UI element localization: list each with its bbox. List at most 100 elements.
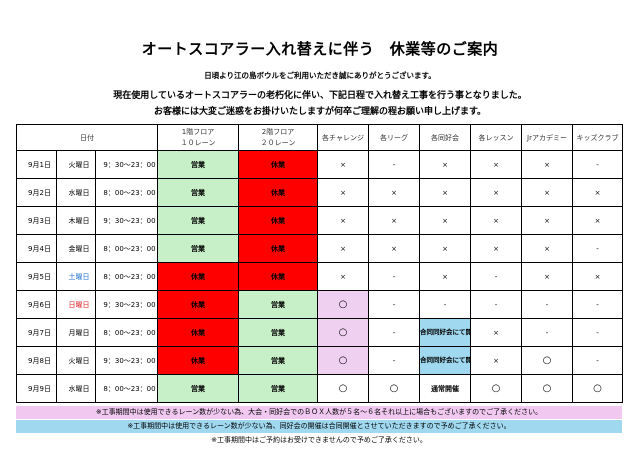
cell-challenge: × — [317, 206, 369, 235]
cell-academy: × — [521, 150, 573, 179]
cell-hours: 9：30～23：00 — [95, 290, 158, 319]
cell-league: - — [368, 318, 420, 347]
cell-kids: - — [572, 234, 623, 263]
cell-league: - — [368, 150, 420, 179]
cell-league: × — [368, 206, 420, 235]
cell-hours: 8：00～23：00 — [95, 178, 158, 207]
cell-date: 9月3日 — [16, 206, 57, 235]
cell-club: 通常開催 — [419, 374, 471, 403]
cell-hours: 8：00～23：00 — [95, 234, 158, 263]
cell-club: × — [419, 206, 471, 235]
cell-day: 火曜日 — [56, 346, 96, 375]
cell-floor2-status: 休業 — [238, 262, 318, 291]
table-row: 9月5日 土曜日 8：00～23：00 休業 休業 × - × - × × — [16, 262, 623, 291]
cell-lesson: - — [470, 290, 522, 319]
cell-lesson: ○ — [470, 374, 522, 403]
cell-lesson: × — [470, 150, 522, 179]
cell-kids: - — [572, 290, 623, 319]
cell-floor1-status: 休業 — [157, 262, 239, 291]
table-row: 9月3日 木曜日 9：30～23：00 営業 休業 × × × × × × — [16, 206, 623, 235]
cell-challenge: × — [317, 262, 369, 291]
cell-lesson: × — [470, 178, 522, 207]
cell-floor2-status: 休業 — [238, 178, 318, 207]
table-row: 9月8日 火曜日 9：30～23：00 休業 営業 ○ - 合同同好会にて開催 … — [16, 346, 623, 375]
cell-hours: 9：30～23：00 — [95, 206, 158, 235]
cell-lesson: × — [470, 234, 522, 263]
cell-date: 9月8日 — [16, 346, 57, 375]
cell-academy: × — [521, 206, 573, 235]
cell-date: 9月6日 — [16, 290, 57, 319]
cell-day: 水曜日 — [56, 374, 96, 403]
cell-floor1-status: 営業 — [157, 374, 239, 403]
cell-kids: - — [572, 150, 623, 179]
page-title: オートスコアラー入れ替えに伴う 休業等のご案内 — [141, 40, 499, 58]
cell-kids: ○ — [572, 374, 623, 403]
cell-floor1-status: 休業 — [157, 346, 239, 375]
cell-hours: 9：30～23：00 — [95, 150, 158, 179]
cell-academy: × — [521, 234, 573, 263]
cell-kids: - — [572, 346, 623, 375]
cell-floor2-status: 休業 — [238, 234, 318, 263]
cell-lesson: - — [470, 262, 522, 291]
cell-club: × — [419, 262, 471, 291]
cell-floor2-status: 休業 — [238, 206, 318, 235]
table-row: 9月6日 日曜日 9：30～23：00 休業 営業 ○ - - - - - — [16, 290, 623, 319]
header-floor2-lanes: ２０レーン — [260, 138, 296, 147]
cell-challenge: ○ — [317, 346, 369, 375]
cell-floor1-status: 休業 — [157, 290, 239, 319]
cell-floor1-status: 休業 — [157, 318, 239, 347]
header-floor2-name: 2階フロア — [261, 127, 295, 136]
cell-league: ○ — [368, 374, 420, 403]
cell-academy: - — [521, 290, 573, 319]
header-academy: Jrアカデミー — [521, 124, 573, 151]
cell-day: 月曜日 — [56, 318, 96, 347]
cell-league: × — [368, 178, 420, 207]
cell-day: 土曜日 — [56, 262, 96, 291]
cell-academy: - — [521, 318, 573, 347]
cell-academy: ○ — [521, 374, 573, 403]
cell-floor2-status: 営業 — [238, 374, 318, 403]
cell-floor2-status: 営業 — [238, 290, 318, 319]
cell-club: × — [419, 150, 471, 179]
message-line-2: お客様には大変ご迷惑をお掛けいたしますが何卒ご理解の程お願い申し上げます。 — [153, 107, 487, 117]
cell-date: 9月2日 — [16, 178, 57, 207]
note-box-count: ※工事期間中は使用できるレーン数が少ない為、大会・同好会でのＢＯＸ人数が５名～６… — [16, 406, 622, 419]
table-row: 9月2日 水曜日 8：00～23：00 営業 休業 × × × × × × — [16, 178, 623, 207]
cell-club: × — [419, 178, 471, 207]
cell-league: - — [368, 290, 420, 319]
cell-floor1-status: 営業 — [157, 178, 239, 207]
header-league: 各リーグ — [368, 124, 420, 151]
header-floor1-name: 1階フロア — [181, 127, 215, 136]
cell-floor1-status: 営業 — [157, 234, 239, 263]
cell-day: 金曜日 — [56, 234, 96, 263]
cell-academy: × — [521, 178, 573, 207]
message-line-1: 現在使用しているオートスコアラーの老朽化に伴い、下記日程で入れ替え工事を行う事と… — [113, 91, 527, 101]
cell-hours: 9：30～23：00 — [95, 346, 158, 375]
cell-floor1-status: 営業 — [157, 150, 239, 179]
table-header-row: 日付 1階フロア １０レーン 2階フロア ２０レーン 各チャレンジ 各リーグ 各… — [16, 124, 623, 151]
cell-date: 9月9日 — [16, 374, 57, 403]
cell-day: 火曜日 — [56, 150, 96, 179]
note-joint-club: ※工事期間中は使用できるレーン数が少ない為、同好会の開催は合同開催とさせていただ… — [16, 420, 622, 433]
cell-floor1-status: 営業 — [157, 206, 239, 235]
cell-date: 9月7日 — [16, 318, 57, 347]
cell-date: 9月5日 — [16, 262, 57, 291]
cell-day: 水曜日 — [56, 178, 96, 207]
cell-club: 合同同好会にて開催 — [419, 318, 471, 347]
cell-kids: × — [572, 262, 623, 291]
table-row: 9月4日 金曜日 8：00～23：00 営業 休業 × × × × × - — [16, 234, 623, 263]
cell-academy: × — [521, 262, 573, 291]
cell-challenge: ○ — [317, 290, 369, 319]
cell-league: × — [368, 234, 420, 263]
cell-club: 合同同好会にて開催 — [419, 346, 471, 375]
header-floor1-lanes: １０レーン — [180, 138, 216, 147]
cell-challenge: ○ — [317, 374, 369, 403]
cell-challenge: × — [317, 178, 369, 207]
cell-day: 日曜日 — [56, 290, 96, 319]
cell-floor2-status: 営業 — [238, 318, 318, 347]
table-row: 9月7日 月曜日 8：00～23：00 休業 営業 ○ - 合同同好会にて開催 … — [16, 318, 623, 347]
cell-challenge: ○ — [317, 318, 369, 347]
cell-lesson: × — [470, 346, 522, 375]
cell-challenge: × — [317, 234, 369, 263]
note-no-reservation: ※工事期間中はご予約はお受けできませんので予めご了承ください。 — [16, 434, 622, 447]
